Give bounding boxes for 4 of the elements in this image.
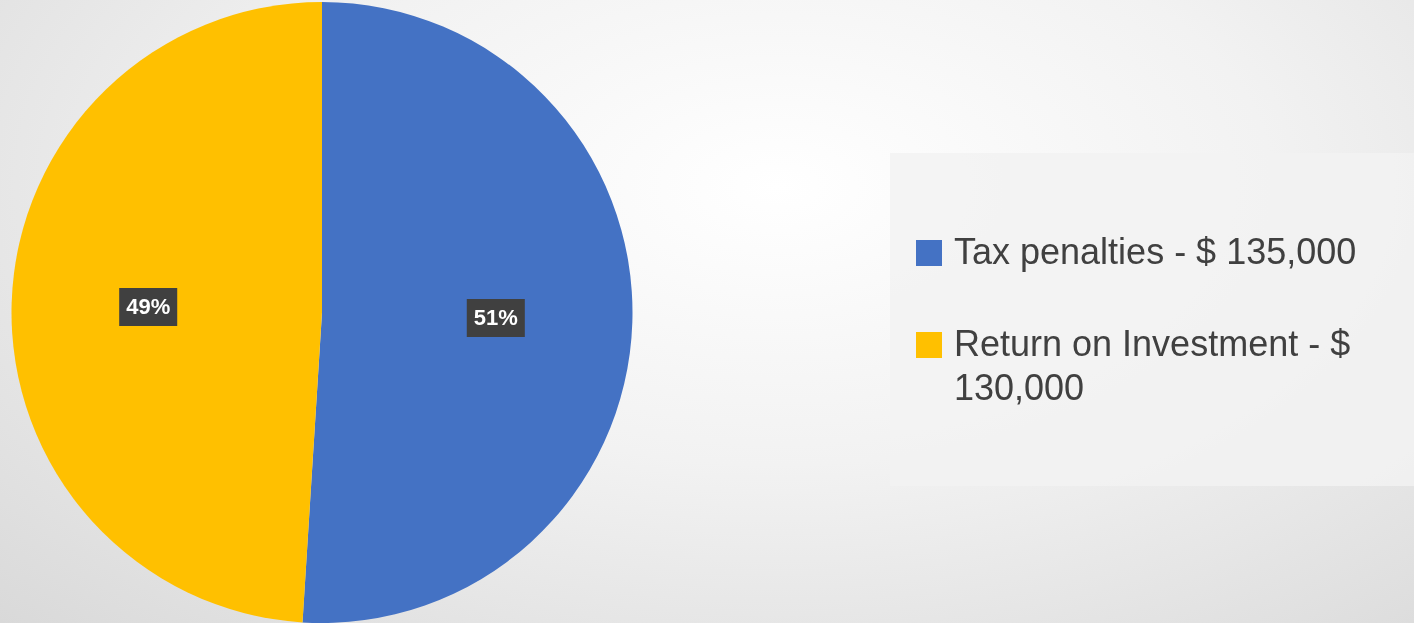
legend-label: Tax penalties - $ 135,000 (954, 229, 1357, 274)
data-label: 49% (126, 294, 171, 320)
data-label: 51% (473, 305, 518, 331)
legend-label: Return on Investment - $ 130,000 (954, 321, 1352, 410)
